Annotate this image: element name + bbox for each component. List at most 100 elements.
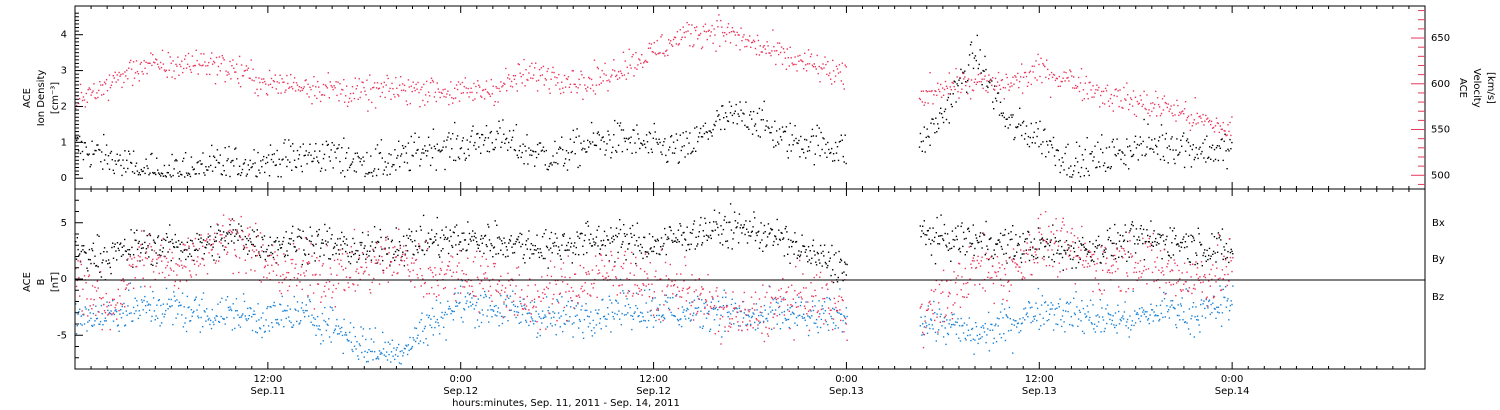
velocity-point [716,20,718,22]
ion-density-point [1181,145,1183,147]
ion-density-point [574,153,576,155]
by-point [416,337,418,339]
bx-point [547,267,549,269]
bx-point [350,255,352,258]
velocity-point [1151,110,1153,113]
by-point [647,319,650,322]
velocity-point [589,87,592,90]
bx-point [80,250,82,253]
ion-density-point [137,174,140,176]
ion-density-point [291,169,293,171]
velocity-point [393,93,395,96]
bx-point [93,262,95,265]
by-point [810,310,812,312]
velocity-point [1226,134,1228,136]
velocity-point [231,65,233,67]
bx-point [566,244,568,247]
bx-point [1013,255,1015,257]
by-point [729,322,731,324]
ion-density-point [642,144,644,146]
velocity-point [616,78,619,80]
by-point [790,313,792,316]
ion-density-point [525,150,527,152]
by-point [335,325,337,327]
ion-density-point [1214,158,1217,161]
ion-density-point [964,70,966,72]
by-point [129,282,131,284]
ion-density-point [513,149,516,151]
bx-point [805,249,807,251]
by-point [189,320,192,322]
by-point [1029,307,1031,309]
velocity-point [121,86,123,89]
by-point [1085,315,1088,317]
velocity-point [960,91,962,94]
by-point [956,321,958,324]
ion-density-point [298,154,301,156]
ion-density-point [84,142,86,144]
by-point [949,319,951,321]
velocity-point [1146,94,1148,96]
velocity-point [1097,89,1099,91]
bx-point [637,245,639,247]
velocity-point [783,51,786,54]
bx-point [358,254,361,257]
bx-point [200,237,202,239]
ion-density-point [290,145,292,147]
ion-density-point [454,159,457,162]
by-point [725,296,727,298]
bx-point [454,226,456,228]
velocity-point [275,88,277,90]
velocity-point [796,70,798,72]
ion-density-point [665,154,667,157]
velocity-point [1220,128,1222,131]
velocity-point [1229,121,1231,124]
ion-density-point [505,138,507,141]
bx-point [185,258,187,261]
ion-density-point [1165,132,1167,135]
by-point [382,348,385,350]
ion-density-point [536,143,539,146]
ion-density-point [1052,136,1055,139]
ion-density-point [545,149,547,152]
by-point [359,344,361,347]
by-point [509,295,512,297]
bx-point [377,240,379,243]
ion-density-point [684,156,686,158]
ion-density-point [1110,166,1112,168]
bx-point [806,255,808,257]
bx-point [576,231,578,233]
bx-point [709,221,711,224]
bz-point [102,296,104,299]
ion-density-point [271,153,274,156]
velocity-point [1123,86,1125,89]
velocity-point [528,72,530,74]
ion-density-point [740,109,742,111]
bx-point [844,263,847,265]
ion-density-point [303,155,305,157]
bottom-panel-data [75,203,1234,365]
bx-point [533,253,535,255]
ion-density-point [456,135,459,137]
ion-density-point [493,148,495,151]
by-point [292,326,294,328]
ion-density-point [171,153,173,156]
bx-point [327,241,329,243]
ion-density-point [276,149,278,152]
by-point [382,331,384,334]
by-point [586,309,588,312]
ion-density-point [372,175,374,177]
by-point [987,328,989,330]
by-point [540,317,542,320]
by-point [430,318,432,320]
bx-point [709,234,712,237]
bz-point [93,299,95,301]
bx-point [1000,245,1003,248]
velocity-point [699,32,702,35]
bx-point [1183,246,1186,249]
by-point [754,321,756,324]
velocity-point [391,82,393,85]
velocity-point [164,70,167,73]
bx-point [496,224,498,226]
velocity-point [593,59,596,61]
